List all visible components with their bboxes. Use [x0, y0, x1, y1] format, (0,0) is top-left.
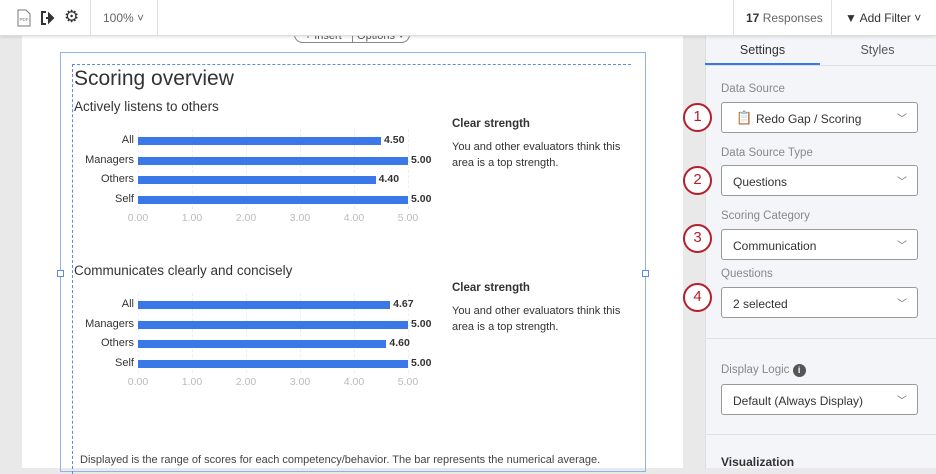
grid-line	[408, 293, 409, 373]
category-label: Others	[100, 337, 134, 349]
category-label: Self	[115, 356, 134, 369]
questions-label: Questions	[721, 268, 773, 280]
step-badge-2: 2	[683, 166, 712, 195]
chevron-down-icon: ﹀	[897, 241, 907, 252]
category-label: All	[121, 134, 134, 146]
grid-line	[354, 129, 355, 209]
value-label: 5.00	[411, 356, 432, 369]
visualization-heading: Visualization	[721, 455, 795, 469]
grid-line	[354, 293, 355, 373]
axis-tick-label: 0.00	[127, 212, 149, 224]
grid-line	[192, 293, 193, 373]
chevron-down-icon: ﹀	[897, 396, 907, 407]
bar[interactable]	[138, 301, 391, 309]
chart-title: Actively listens to others	[74, 99, 219, 114]
category-label: All	[121, 298, 134, 310]
zoom-select[interactable]: 100% ˅	[103, 11, 145, 25]
grid-line	[192, 129, 193, 209]
bar[interactable]	[138, 340, 387, 348]
step-badge-1: 1	[683, 103, 712, 132]
data-source-type-label: Data Source Type	[721, 147, 813, 159]
chevron-down-icon: ﹀	[897, 299, 907, 310]
axis-tick-label: 1.00	[181, 376, 203, 388]
clipboard-icon: 📋	[736, 110, 753, 125]
grid-line	[300, 293, 301, 373]
step-badge-3: 3	[683, 224, 712, 253]
display-logic-dropdown[interactable]: Default (Always Display) ﹀	[721, 384, 918, 415]
chart-title: Communicates clearly and concisely	[74, 263, 293, 278]
add-filter-button[interactable]: ▼ Add Filter ˅	[845, 11, 922, 25]
value-label: 4.40	[378, 173, 400, 185]
value-label: 4.67	[393, 298, 414, 310]
axis-tick-label: 3.00	[289, 376, 311, 388]
active-tab-indicator	[705, 63, 820, 65]
gear-icon[interactable]: ⚙	[64, 7, 80, 26]
resize-handle-right[interactable]	[642, 270, 649, 277]
responses-count[interactable]: 17 Responses	[746, 11, 823, 25]
axis-tick-label: 2.00	[235, 212, 257, 224]
axis-tick-label: 3.00	[289, 212, 311, 224]
value-label: 5.00	[411, 192, 432, 205]
axis-tick-label: 2.00	[235, 376, 257, 388]
grid-line	[408, 129, 409, 209]
footer-note: Displayed is the range of scores for eac…	[80, 454, 601, 466]
axis-tick-label: 5.00	[397, 212, 419, 224]
insight-text: You and other evaluators think this area…	[452, 305, 621, 333]
category-label: Others	[100, 173, 134, 185]
axis-tick-label: 4.00	[343, 212, 365, 224]
toolbar: PDF ⚙ 100% ˅ 17 Responses ▼ Add Filter ˅	[0, 0, 936, 36]
grid-line	[300, 129, 301, 209]
category-label: Managers	[85, 317, 134, 330]
axis-tick-label: 0.00	[127, 376, 149, 388]
export-icon[interactable]	[40, 10, 56, 26]
questions-dropdown[interactable]: 2 selected ﹀	[721, 287, 918, 318]
grid-line	[246, 293, 247, 373]
insight-heading: Clear strength	[452, 282, 530, 294]
bar[interactable]	[138, 320, 408, 329]
grid-line	[138, 293, 139, 373]
report-page	[22, 36, 683, 468]
step-badge-4: 4	[683, 283, 712, 312]
scoring-category-label: Scoring Category	[721, 210, 810, 222]
bar[interactable]	[138, 137, 381, 145]
filter-icon: ▼	[845, 11, 857, 25]
svg-text:PDF: PDF	[20, 17, 29, 22]
data-source-dropdown[interactable]: 📋 Redo Gap / Scoring ﹀	[721, 102, 918, 133]
info-icon[interactable]: i	[792, 364, 806, 377]
insight-text: You and other evaluators think this area…	[452, 141, 621, 169]
axis-tick-label: 4.00	[343, 376, 365, 388]
insight-heading: Clear strength	[452, 118, 530, 130]
pdf-icon[interactable]: PDF	[17, 9, 31, 27]
display-logic-label: Display Logic i	[721, 364, 806, 377]
bar[interactable]	[138, 195, 408, 204]
grid-line	[138, 129, 139, 209]
widget-content-border	[72, 64, 631, 474]
data-source-label: Data Source	[721, 83, 785, 95]
chevron-down-icon: ﹀	[897, 177, 907, 188]
report-title: Scoring overview	[74, 67, 234, 90]
chevron-down-icon: ﹀	[897, 114, 907, 125]
tab-settings[interactable]: Settings	[739, 43, 786, 57]
tab-styles[interactable]: Styles	[860, 43, 895, 57]
data-source-type-dropdown[interactable]: Questions ﹀	[721, 165, 918, 196]
resize-handle-left[interactable]	[57, 270, 64, 277]
scoring-category-dropdown[interactable]: Communication ﹀	[721, 229, 918, 260]
value-label: 4.50	[384, 134, 405, 146]
category-label: Self	[115, 192, 134, 205]
bar[interactable]	[138, 156, 408, 165]
value-label: 4.60	[389, 337, 410, 349]
bar[interactable]	[138, 176, 376, 184]
value-label: 5.00	[411, 317, 432, 330]
axis-tick-label: 1.00	[181, 212, 203, 224]
axis-tick-label: 5.00	[397, 376, 419, 388]
value-label: 5.00	[411, 153, 432, 166]
grid-line	[246, 129, 247, 209]
category-label: Managers	[85, 153, 134, 166]
bar[interactable]	[138, 359, 408, 368]
